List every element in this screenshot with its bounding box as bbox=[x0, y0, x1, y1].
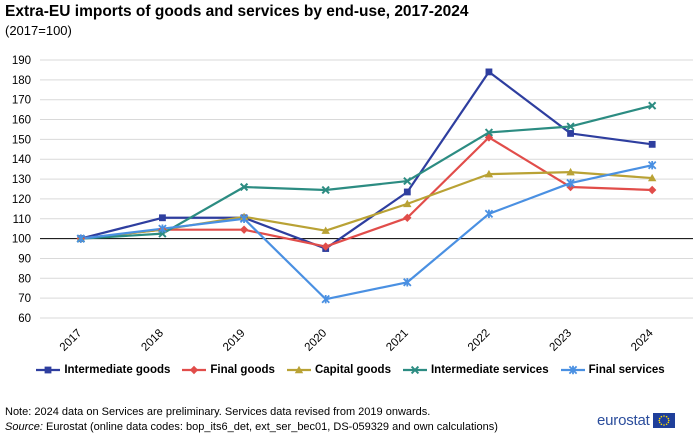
point-final-goods-2021 bbox=[403, 213, 412, 222]
point-final-services-2023 bbox=[566, 178, 575, 188]
point-final-goods-2020 bbox=[321, 242, 330, 251]
point-final-goods-2019 bbox=[239, 225, 249, 234]
series-lines bbox=[80, 70, 653, 301]
x-axis-ticks: 2017 2018 2019 2020 2021 2022 2023 2024 bbox=[58, 327, 656, 354]
series-line-final-services bbox=[80, 164, 653, 301]
y-tick-label: 70 bbox=[18, 293, 31, 305]
y-tick-label: 120 bbox=[12, 194, 31, 206]
series-markers bbox=[76, 68, 657, 304]
y-tick-label: 80 bbox=[18, 273, 31, 285]
point-final-goods-2024 bbox=[647, 185, 657, 195]
legend-item-capital-goods: Capital goods bbox=[286, 364, 391, 376]
legend-item-intermediate-services: Intermediate services bbox=[402, 364, 549, 376]
x-tick-label: 2024 bbox=[629, 327, 656, 354]
legend-swatch-final-services bbox=[560, 365, 585, 375]
y-tick-label: 160 bbox=[12, 115, 31, 127]
point-capital-goods-2022 bbox=[484, 169, 494, 178]
x-tick-label: 2021 bbox=[384, 327, 411, 354]
legend-swatch-marker bbox=[294, 365, 304, 374]
point-intermediate-goods-2018 bbox=[159, 214, 166, 222]
y-tick-label: 150 bbox=[12, 134, 31, 146]
source-line: Source: Eurostat (online data codes: bop… bbox=[5, 419, 498, 435]
y-axis-ticks: 60 70 80 90 100 110 120 130 140 150 160 170 180 190 bbox=[12, 55, 31, 325]
point-final-services-2024 bbox=[647, 160, 657, 170]
y-tick-label: 140 bbox=[12, 154, 31, 166]
legend-swatch-marker bbox=[190, 365, 199, 375]
source-label: Source: bbox=[5, 421, 43, 433]
chart-legend: Intermediate goods Final goods Capital goo… bbox=[0, 364, 700, 376]
legend-item-final-goods: Final goods bbox=[181, 364, 275, 376]
series-line-intermediate-services bbox=[80, 104, 653, 240]
y-tick-label: 180 bbox=[12, 75, 31, 87]
x-tick-label: 2019 bbox=[221, 327, 248, 354]
point-intermediate-services-2024 bbox=[648, 101, 657, 110]
point-intermediate-goods-2021 bbox=[403, 188, 411, 196]
legend-label: Capital goods bbox=[314, 364, 391, 376]
y-tick-label: 60 bbox=[18, 313, 31, 325]
point-intermediate-goods-2023 bbox=[567, 130, 574, 137]
point-capital-goods-2020 bbox=[321, 226, 330, 234]
point-final-services-2018 bbox=[158, 224, 167, 233]
logo-text: eurostat bbox=[597, 412, 650, 429]
legend-swatch-capital-goods bbox=[286, 365, 311, 374]
legend-item-intermediate-goods: Intermediate goods bbox=[35, 364, 170, 376]
legend-item-final-services: Final services bbox=[560, 364, 665, 376]
point-intermediate-goods-2022 bbox=[485, 68, 493, 76]
legend-swatch-intermediate-goods bbox=[36, 366, 61, 374]
legend-label: Intermediate goods bbox=[64, 364, 171, 376]
point-intermediate-services-2023 bbox=[566, 122, 575, 131]
y-tick-label: 110 bbox=[13, 214, 31, 226]
point-capital-goods-2021 bbox=[403, 199, 412, 208]
series-line-final-goods bbox=[80, 136, 653, 248]
legend-swatch-marker bbox=[410, 365, 420, 375]
point-intermediate-services-2021 bbox=[403, 176, 412, 186]
y-tick-label: 130 bbox=[12, 174, 31, 186]
series-line-intermediate-goods bbox=[80, 70, 653, 250]
legend-label: Intermediate services bbox=[430, 364, 549, 376]
y-tick-label: 170 bbox=[12, 95, 31, 107]
legend-swatch-intermediate-services bbox=[402, 365, 427, 375]
eu-flag-icon bbox=[652, 413, 675, 428]
x-tick-label: 2017 bbox=[58, 327, 85, 354]
point-intermediate-services-2020 bbox=[321, 185, 330, 195]
legend-swatch-final-goods bbox=[182, 365, 207, 375]
y-tick-label: 190 bbox=[12, 55, 31, 67]
point-final-services-2022 bbox=[484, 209, 494, 219]
point-intermediate-goods-2024 bbox=[648, 140, 656, 148]
point-final-services-2021 bbox=[403, 278, 412, 287]
legend-label: Final goods bbox=[210, 364, 275, 376]
x-tick-label: 2023 bbox=[548, 327, 575, 354]
eurostat-logo: eurostat bbox=[597, 412, 675, 429]
chart-subtitle: (2017=100) bbox=[5, 23, 72, 38]
footnote: Note: 2024 data on Services are prelimin… bbox=[5, 406, 431, 418]
y-tick-label: 90 bbox=[18, 253, 31, 265]
point-intermediate-services-2019 bbox=[239, 182, 249, 192]
point-capital-goods-2023 bbox=[566, 167, 575, 176]
point-final-services-2019 bbox=[239, 214, 249, 224]
legend-swatch-marker bbox=[568, 365, 577, 375]
point-final-services-2020 bbox=[321, 294, 330, 304]
x-tick-label: 2022 bbox=[466, 327, 493, 354]
point-capital-goods-2024 bbox=[647, 173, 657, 182]
x-tick-label: 2018 bbox=[139, 327, 166, 354]
point-final-services-2017 bbox=[76, 234, 86, 243]
point-intermediate-services-2022 bbox=[484, 128, 494, 137]
source-text: Eurostat (online data codes: bop_its6_de… bbox=[45, 421, 498, 433]
legend-swatch-marker bbox=[44, 366, 52, 374]
y-tick-label: 100 bbox=[12, 234, 31, 246]
legend-label: Final services bbox=[588, 364, 665, 376]
chart-title: Extra-EU imports of goods and services b… bbox=[5, 3, 469, 20]
x-tick-label: 2020 bbox=[303, 327, 330, 354]
